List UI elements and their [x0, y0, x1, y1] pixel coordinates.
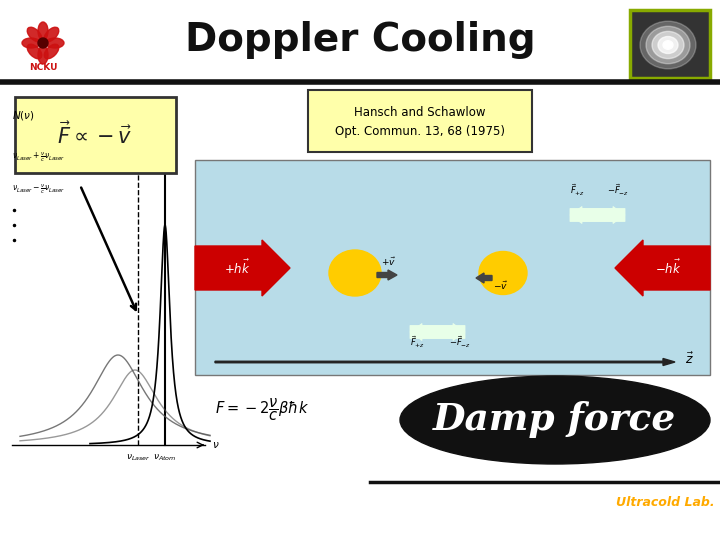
- Ellipse shape: [38, 22, 48, 40]
- Bar: [0, 82, 720, 540]
- Bar: [0, 0, 720, 80]
- Text: Opt. Commun. 13, 68 (1975): Opt. Commun. 13, 68 (1975): [335, 125, 505, 138]
- Text: $\vec{F}_{+z}$: $\vec{F}_{+z}$: [570, 183, 585, 199]
- Text: $+h\vec{k}$: $+h\vec{k}$: [224, 259, 251, 277]
- Ellipse shape: [22, 38, 40, 48]
- Text: $-h\vec{k}$: $-h\vec{k}$: [654, 259, 681, 277]
- Ellipse shape: [44, 44, 59, 59]
- Ellipse shape: [400, 376, 710, 464]
- Text: $-\vec{F}_{-z}$: $-\vec{F}_{-z}$: [607, 183, 629, 199]
- Text: $+\vec{v}$: $+\vec{v}$: [380, 256, 395, 268]
- Text: Doppler Cooling: Doppler Cooling: [185, 21, 535, 59]
- Text: $-\vec{v}$: $-\vec{v}$: [492, 280, 508, 292]
- Ellipse shape: [38, 46, 48, 64]
- Ellipse shape: [646, 26, 690, 64]
- Text: $\nu_{Atom}$: $\nu_{Atom}$: [153, 453, 176, 463]
- Ellipse shape: [27, 44, 42, 59]
- FancyArrow shape: [615, 240, 710, 296]
- Text: $F = -2\dfrac{\nu}{c}\beta\hbar k$: $F = -2\dfrac{\nu}{c}\beta\hbar k$: [215, 397, 309, 423]
- FancyArrow shape: [410, 323, 465, 341]
- Circle shape: [38, 38, 48, 48]
- Ellipse shape: [652, 31, 684, 59]
- Text: Hansch and Schawlow: Hansch and Schawlow: [354, 105, 486, 118]
- Text: $\nu$: $\nu$: [212, 440, 220, 450]
- Text: $\vec{F} \propto -\vec{v}$: $\vec{F} \propto -\vec{v}$: [58, 122, 132, 148]
- FancyArrow shape: [570, 206, 625, 224]
- Text: $\vec{z}$: $\vec{z}$: [685, 352, 695, 367]
- FancyArrow shape: [570, 206, 625, 224]
- Text: $\vec{F}_{+z}$: $\vec{F}_{+z}$: [410, 334, 426, 349]
- Ellipse shape: [658, 37, 678, 53]
- FancyBboxPatch shape: [308, 90, 532, 152]
- FancyArrow shape: [195, 240, 290, 296]
- Bar: [195, 160, 710, 375]
- Text: $\nu_{Laser}$: $\nu_{Laser}$: [126, 453, 150, 463]
- FancyArrow shape: [377, 270, 397, 280]
- Ellipse shape: [479, 252, 527, 294]
- Ellipse shape: [663, 40, 673, 49]
- Ellipse shape: [27, 27, 42, 42]
- Text: $N(\nu)$: $N(\nu)$: [12, 109, 35, 122]
- FancyArrow shape: [476, 273, 492, 283]
- Ellipse shape: [329, 250, 381, 296]
- Text: Damp force: Damp force: [433, 402, 677, 438]
- Ellipse shape: [46, 38, 64, 48]
- Text: Ultracold Lab.: Ultracold Lab.: [616, 496, 715, 509]
- Ellipse shape: [44, 27, 59, 42]
- Text: $-\vec{F}_{-z}$: $-\vec{F}_{-z}$: [449, 334, 471, 349]
- Text: NCKU: NCKU: [29, 64, 58, 72]
- Text: $\nu_{Laser} - \frac{\nu}{c}\nu_{Laser}$: $\nu_{Laser} - \frac{\nu}{c}\nu_{Laser}$: [12, 183, 66, 197]
- FancyArrow shape: [215, 359, 675, 366]
- FancyBboxPatch shape: [15, 97, 176, 173]
- Text: $\nu_{Laser} + \frac{\nu}{c}\nu_{Laser}$: $\nu_{Laser} + \frac{\nu}{c}\nu_{Laser}$: [12, 151, 66, 165]
- FancyArrow shape: [410, 323, 465, 341]
- Ellipse shape: [640, 21, 696, 69]
- Bar: [630, 10, 710, 78]
